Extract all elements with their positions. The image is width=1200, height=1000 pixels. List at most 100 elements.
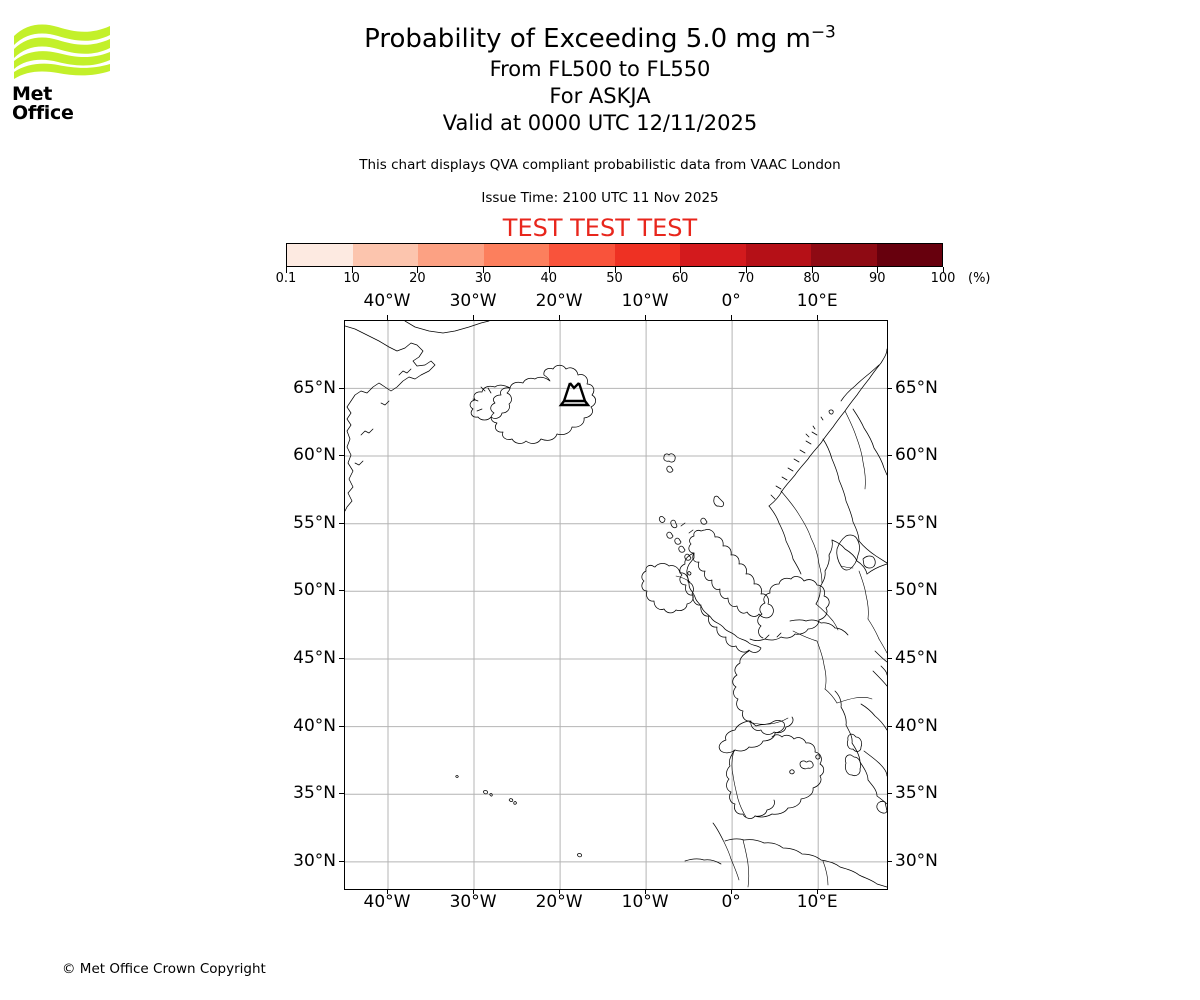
lon-tick-top-2 [559, 315, 560, 320]
qva-note: This chart displays QVA compliant probab… [359, 157, 841, 173]
lat-label-left-30°N: 30°N [293, 850, 336, 871]
volcano-marker-askja [558, 382, 591, 407]
lat-tick-left-2 [339, 726, 344, 727]
lat-tick-right-0 [887, 861, 892, 862]
map-canvas [345, 321, 887, 889]
lat-tick-right-1 [887, 793, 892, 794]
title-exponent: −3 [810, 22, 836, 43]
colorbar-tick-4 [548, 267, 550, 273]
lon-tick-top-3 [645, 315, 646, 320]
lat-tick-left-7 [339, 388, 344, 389]
lat-label-right-60°N: 60°N [895, 445, 938, 466]
lat-label-left-50°N: 50°N [293, 580, 336, 601]
test-banner: TEST TEST TEST [502, 214, 698, 242]
lat-label-left-40°N: 40°N [293, 715, 336, 736]
met-office-logo: Met Office [12, 18, 112, 123]
lon-tick-top-5 [817, 315, 818, 320]
lat-label-left-65°N: 65°N [293, 377, 336, 398]
colorbar-tick-7 [745, 267, 747, 273]
lat-tick-right-6 [887, 455, 892, 456]
lat-tick-left-5 [339, 523, 344, 524]
met-office-logo-text: Met Office [12, 83, 74, 124]
colorbar-tick-label-50: 50 [606, 271, 623, 286]
lat-tick-right-2 [887, 726, 892, 727]
colorbar-band-0 [287, 244, 353, 266]
country-borders [675, 410, 887, 888]
lon-tick-bottom-4 [731, 889, 732, 894]
colorbar-tick-labels: 0.1 10 20 30 40 50 60 70 80 90 100 [276, 271, 956, 291]
colorbar-tick-10 [943, 267, 944, 273]
colorbar-tick-label-0_1: 0.1 [275, 271, 297, 286]
lon-tick-top-4 [731, 315, 732, 320]
page-title: Probability of Exceeding 5.0 mg m−3 [0, 22, 1200, 56]
met-office-wave-mark [14, 24, 110, 79]
lon-label-top-10°E: 10°E [796, 291, 838, 311]
colorbar-tick-5 [614, 267, 616, 273]
colorbar-band-6 [680, 244, 746, 266]
colorbar-band-4 [549, 244, 615, 266]
colorbar-band-9 [876, 244, 942, 266]
colorbar-unit-label: (%) [968, 271, 991, 286]
colorbar-band-3 [483, 244, 549, 266]
colorbar-tickmarks [286, 267, 944, 277]
lat-tick-left-0 [339, 861, 344, 862]
graticule-lines [345, 321, 887, 889]
lat-tick-right-5 [887, 523, 892, 524]
colorbar-band-2 [418, 244, 484, 266]
lon-label-top-0°: 0° [721, 291, 741, 311]
probability-colorbar: 0.1 10 20 30 40 50 60 70 80 90 100 [276, 243, 955, 286]
lon-tick-bottom-5 [817, 889, 818, 894]
colorbar-tick-label-70: 70 [737, 271, 755, 286]
subtitle-volcano-name: For ASKJA [549, 84, 651, 108]
map-plot-area[interactable] [344, 320, 888, 890]
colorbar-tick-label-60: 60 [671, 271, 689, 286]
colorbar-tick-label-90: 90 [869, 271, 886, 286]
lat-label-right-30°N: 30°N [895, 850, 938, 871]
colorbar-tick-9 [877, 267, 879, 273]
lon-tick-bottom-3 [645, 889, 646, 894]
colorbar-tick-label-100: 100 [930, 271, 956, 286]
lat-label-left-60°N: 60°N [293, 445, 336, 466]
title-main-text: Probability of Exceeding 5.0 mg m [364, 24, 811, 54]
lat-label-right-40°N: 40°N [895, 715, 938, 736]
subtitle-valid-time: Valid at 0000 UTC 12/11/2025 [442, 111, 758, 135]
lon-tick-bottom-1 [473, 889, 474, 894]
lat-tick-right-4 [887, 590, 892, 591]
lon-label-top-40°W: 40°W [363, 291, 411, 311]
lat-label-right-45°N: 45°N [895, 648, 938, 669]
colorbar-tick-8 [811, 267, 813, 273]
colorbar-tick-label-20: 20 [409, 271, 426, 286]
colorbar-band-5 [614, 244, 680, 266]
coastlines [345, 321, 887, 888]
lon-tick-top-0 [387, 315, 388, 320]
lon-tick-bottom-0 [387, 889, 388, 894]
lon-label-top-20°W: 20°W [535, 291, 583, 311]
lon-label-bottom-40°W: 40°W [363, 892, 411, 912]
colorbar-band-7 [745, 244, 811, 266]
copyright-text: © Met Office Crown Copyright [62, 961, 266, 977]
lon-tick-bottom-2 [559, 889, 560, 894]
colorbar-tick-label-10: 10 [343, 271, 360, 286]
lat-tick-left-1 [339, 793, 344, 794]
colorbar-tick-label-80: 80 [803, 271, 820, 286]
lon-label-top-30°W: 30°W [449, 291, 497, 311]
lon-label-bottom-20°W: 20°W [535, 892, 583, 912]
colorbar-tick-label-30: 30 [474, 271, 492, 286]
lon-label-bottom-30°W: 30°W [449, 892, 497, 912]
lon-label-bottom-0°: 0° [721, 892, 741, 912]
lat-label-right-35°N: 35°N [895, 783, 938, 804]
colorbar-tick-6 [680, 267, 682, 273]
lat-label-left-45°N: 45°N [293, 648, 336, 669]
lat-label-right-55°N: 55°N [895, 512, 938, 533]
lon-label-bottom-10°W: 10°W [621, 892, 669, 912]
lat-label-left-35°N: 35°N [293, 783, 336, 804]
colorbar-tick-1 [351, 267, 353, 273]
issue-time: Issue Time: 2100 UTC 11 Nov 2025 [481, 190, 719, 206]
lon-tick-top-1 [473, 315, 474, 320]
lat-tick-right-7 [887, 388, 892, 389]
subtitle-flight-levels: From FL500 to FL550 [489, 57, 711, 81]
chart-title-block: Probability of Exceeding 5.0 mg m−3 From… [0, 22, 1200, 137]
colorbar-band-8 [811, 244, 877, 266]
colorbar-band-1 [352, 244, 418, 266]
lat-tick-right-3 [887, 658, 892, 659]
